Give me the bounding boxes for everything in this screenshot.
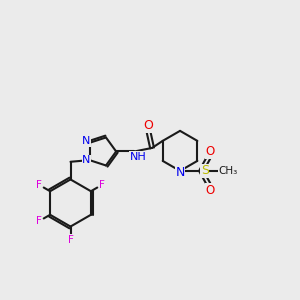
Text: O: O xyxy=(206,145,215,158)
Text: N: N xyxy=(175,166,185,179)
Text: F: F xyxy=(68,235,74,245)
Text: S: S xyxy=(201,164,209,177)
Text: O: O xyxy=(206,184,215,196)
Text: N: N xyxy=(82,155,91,165)
Text: F: F xyxy=(36,180,42,190)
Text: NH: NH xyxy=(130,152,146,162)
Text: F: F xyxy=(99,180,105,190)
Text: N: N xyxy=(82,136,91,146)
Text: F: F xyxy=(36,216,42,226)
Text: CH₃: CH₃ xyxy=(219,166,238,176)
Text: O: O xyxy=(144,119,154,132)
